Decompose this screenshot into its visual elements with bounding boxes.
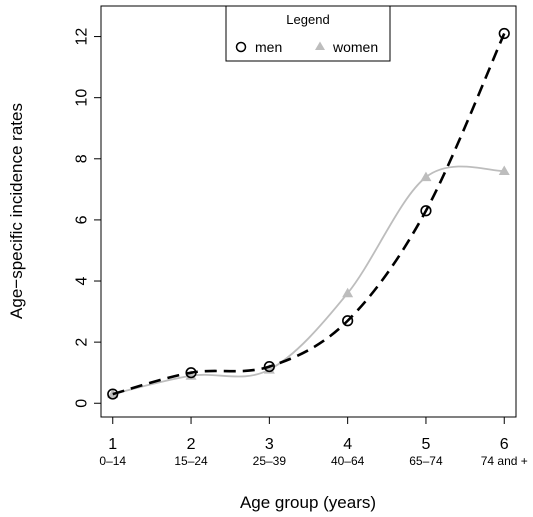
x-tick-label: 1 [108,436,117,453]
legend-title: Legend [286,12,329,27]
x-tick-label: 3 [265,436,274,453]
legend-label-men: men [255,39,282,55]
y-tick-label: 0 [74,399,91,408]
x-tick-label: 4 [343,436,352,453]
x-axis-title: Age group (years) [240,493,376,512]
legend-box [225,5,391,62]
x-tick-label: 6 [500,436,509,453]
point-men [107,388,119,400]
x-sub-label: 0–14 [99,454,126,468]
y-axis-title: Age−specific incidence rates [7,103,26,319]
x-tick-label: 5 [421,436,430,453]
x-sub-label: 40–64 [331,454,365,468]
series-line-men [112,32,506,396]
y-tick-label: 2 [74,338,91,347]
legend-marker-men [235,41,247,53]
point-men [263,360,275,373]
y-tick-label: 6 [74,215,91,224]
point-women [420,171,432,182]
point-men [185,367,197,379]
y-tick-label: 12 [74,28,91,46]
point-men [498,27,510,40]
y-tick-label: 10 [74,89,91,107]
x-sub-label: 25–39 [253,454,287,468]
series [107,27,510,400]
series-line-women [112,165,505,395]
point-women [498,165,510,176]
x-sub-label: 65–74 [409,454,443,468]
x-sub-label: 74 and + [481,454,528,468]
plot-box [100,5,517,418]
legend-label-women: women [332,39,378,55]
x-sub-label: 15–24 [174,454,208,468]
legend-marker-women [315,41,325,50]
point-men [342,315,354,327]
point-women [342,287,354,298]
legend: Legend men women [225,5,391,62]
y-tick-label: 4 [74,276,91,285]
y-tick-label: 8 [74,154,91,163]
point-men [420,205,432,217]
x-tick-label: 2 [187,436,196,453]
